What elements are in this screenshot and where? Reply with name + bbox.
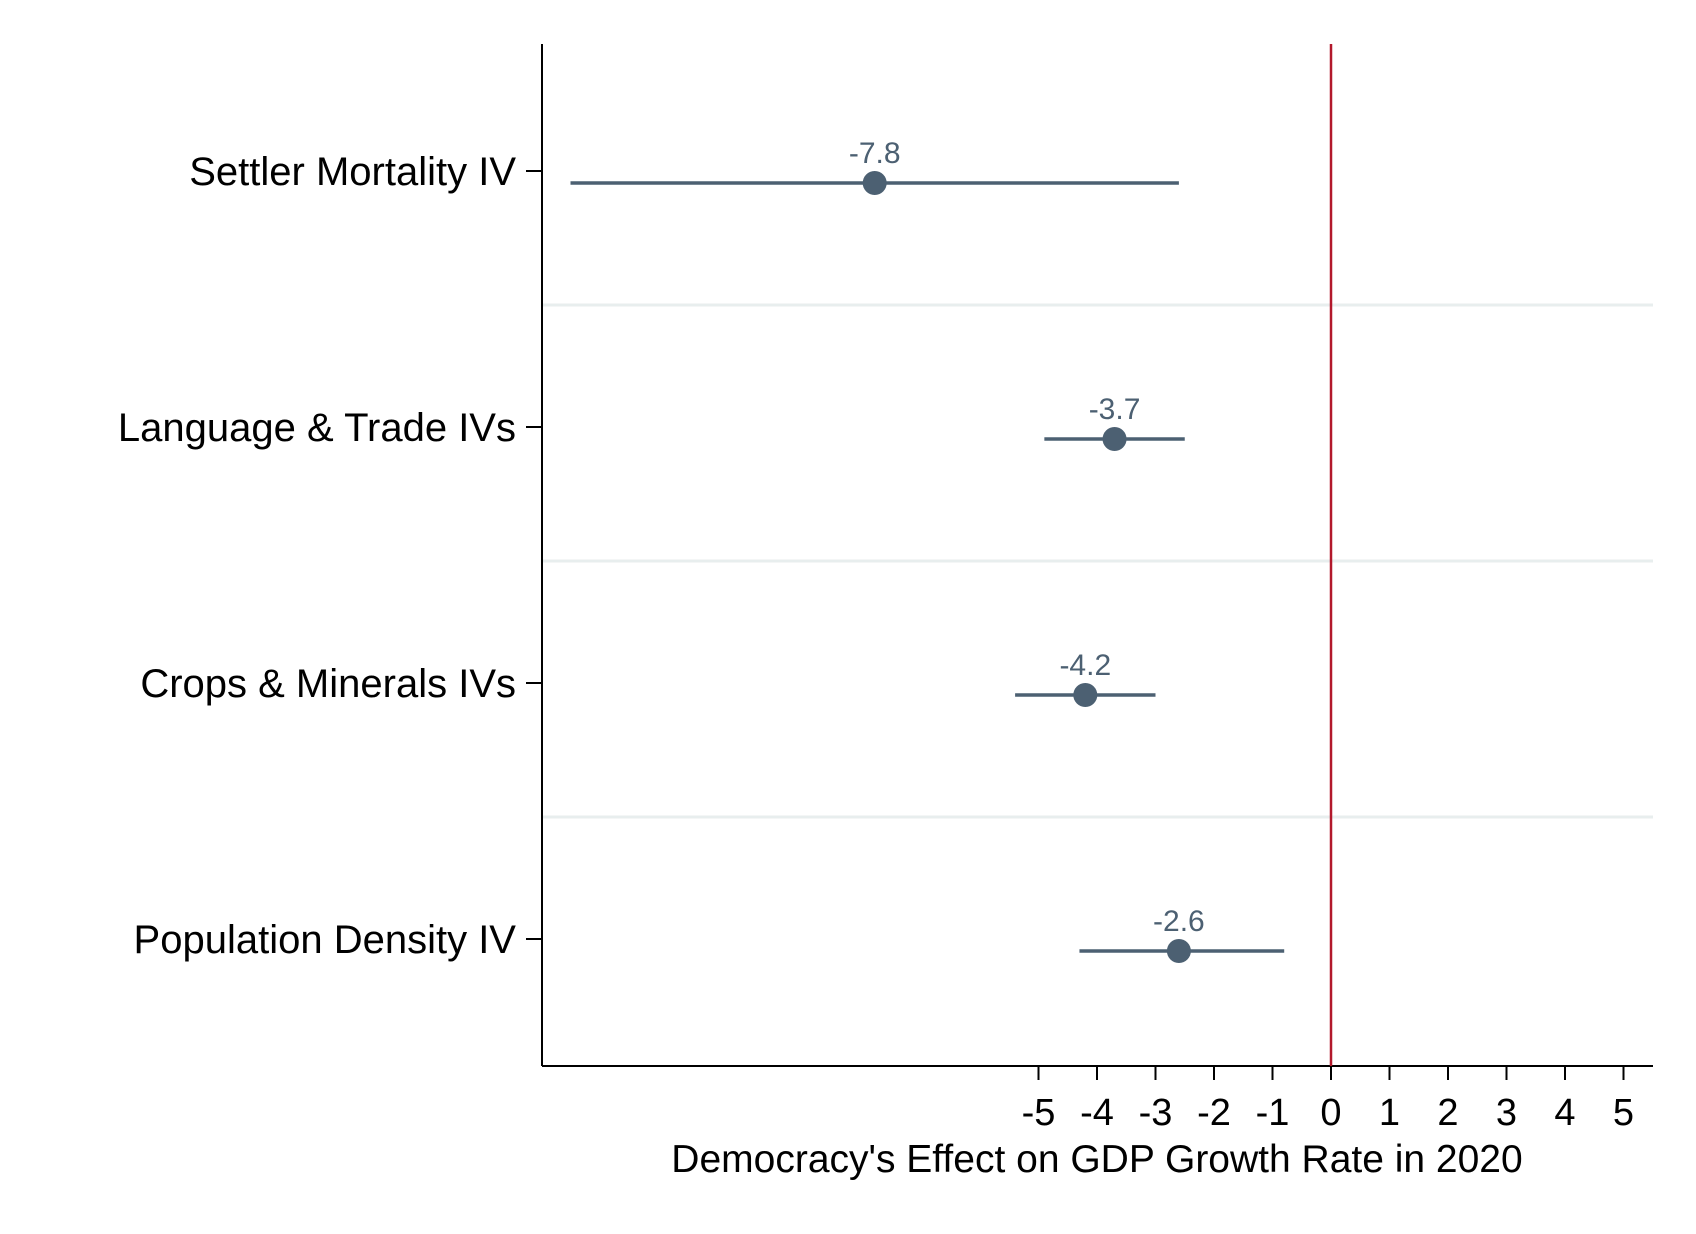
point-estimate [1073,683,1098,707]
x-tick-label: 1 [1379,1092,1400,1134]
x-tick-label: 3 [1496,1092,1517,1134]
x-tick-label: -3 [1139,1092,1173,1134]
x-tick-label: -2 [1197,1092,1231,1134]
x-axis-title: Democracy's Effect on GDP Growth Rate in… [671,1138,1522,1181]
estimate-label: -2.6 [1153,905,1205,938]
category-separators [542,303,1653,819]
estimate-label: -3.7 [1089,393,1141,426]
point-estimate [862,171,887,195]
category-label: Crops & Minerals IVs [140,662,516,706]
x-tick-label: -4 [1080,1092,1114,1134]
x-tick-label: -1 [1256,1092,1290,1134]
x-tick-label: -5 [1022,1092,1056,1134]
x-tick-label: 0 [1320,1092,1341,1134]
category-label: Population Density IV [134,918,517,962]
x-ticks: -5 -4 -3 -2 -1 0 1 2 3 4 5 [1022,1066,1634,1134]
category-label: Language & Trade IVs [118,406,516,450]
estimate-label: -4.2 [1059,649,1111,682]
point-estimate [1166,939,1191,963]
category-labels: Settler Mortality IV Language & Trade IVs… [118,150,542,962]
x-tick-label: 5 [1613,1092,1634,1134]
x-tick-label: 4 [1554,1092,1575,1134]
estimate-label: -7.8 [849,137,901,170]
x-tick-label: 2 [1437,1092,1458,1134]
estimates: -7.8 -3.7 -4.2 -2.6 [570,137,1285,963]
category-label: Settler Mortality IV [189,150,516,194]
point-estimate [1102,427,1127,451]
axes [541,44,1653,1067]
